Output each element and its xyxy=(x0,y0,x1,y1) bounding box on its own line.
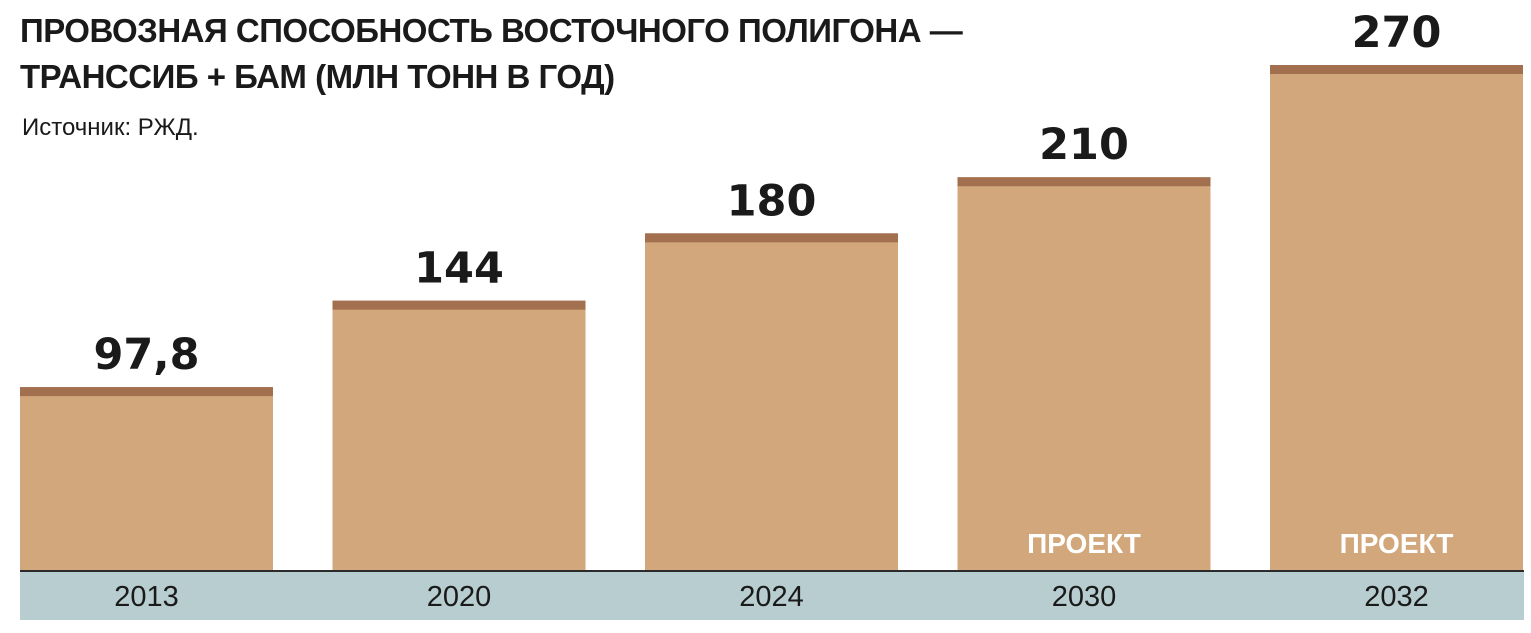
bars-group: 97,8 2013 144 2020 180 2024 210 ПРОЕКТ 2030 270 ПР… xyxy=(20,8,1523,613)
chart-title: ПРОВОЗНАЯ СПОСОБНОСТЬ ВОСТОЧНОГО ПОЛИГОН… xyxy=(20,8,963,100)
bar-value-label: 180 xyxy=(727,176,817,226)
chart-title-line-1: ПРОВОЗНАЯ СПОСОБНОСТЬ ВОСТОЧНОГО ПОЛИГОН… xyxy=(20,12,963,49)
bar-2013 xyxy=(20,387,273,570)
bar-value-label: 144 xyxy=(414,244,504,294)
bar-cap-2032 xyxy=(1270,65,1523,74)
bar-2032 xyxy=(1270,65,1523,570)
chart-source: Источник: РЖД. xyxy=(22,114,199,141)
bar-value-label: 97,8 xyxy=(93,330,199,380)
chart-title-line-2: ТРАНССИБ + БАМ (МЛН ТОНН В ГОД) xyxy=(20,58,615,95)
bar-2020 xyxy=(332,300,586,570)
x-tick-label: 2013 xyxy=(114,581,179,613)
x-tick-label: 2020 xyxy=(427,581,492,613)
bar-value-label: 210 xyxy=(1039,120,1129,170)
bar-note-label: ПРОЕКТ xyxy=(1340,528,1454,559)
bar-cap-2030 xyxy=(957,177,1211,187)
x-tick-label: 2030 xyxy=(1052,581,1117,613)
bar-cap-2024 xyxy=(645,233,898,243)
x-tick-label: 2032 xyxy=(1364,581,1429,613)
bar-value-label: 270 xyxy=(1352,8,1442,58)
x-axis-band xyxy=(20,571,1524,620)
bar-note-label: ПРОЕКТ xyxy=(1027,528,1141,559)
bar-cap-2013 xyxy=(20,387,273,397)
bar-cap-2020 xyxy=(332,300,586,310)
bar-2024 xyxy=(645,233,898,571)
bar-2030 xyxy=(957,177,1211,570)
x-tick-label: 2024 xyxy=(739,581,804,613)
